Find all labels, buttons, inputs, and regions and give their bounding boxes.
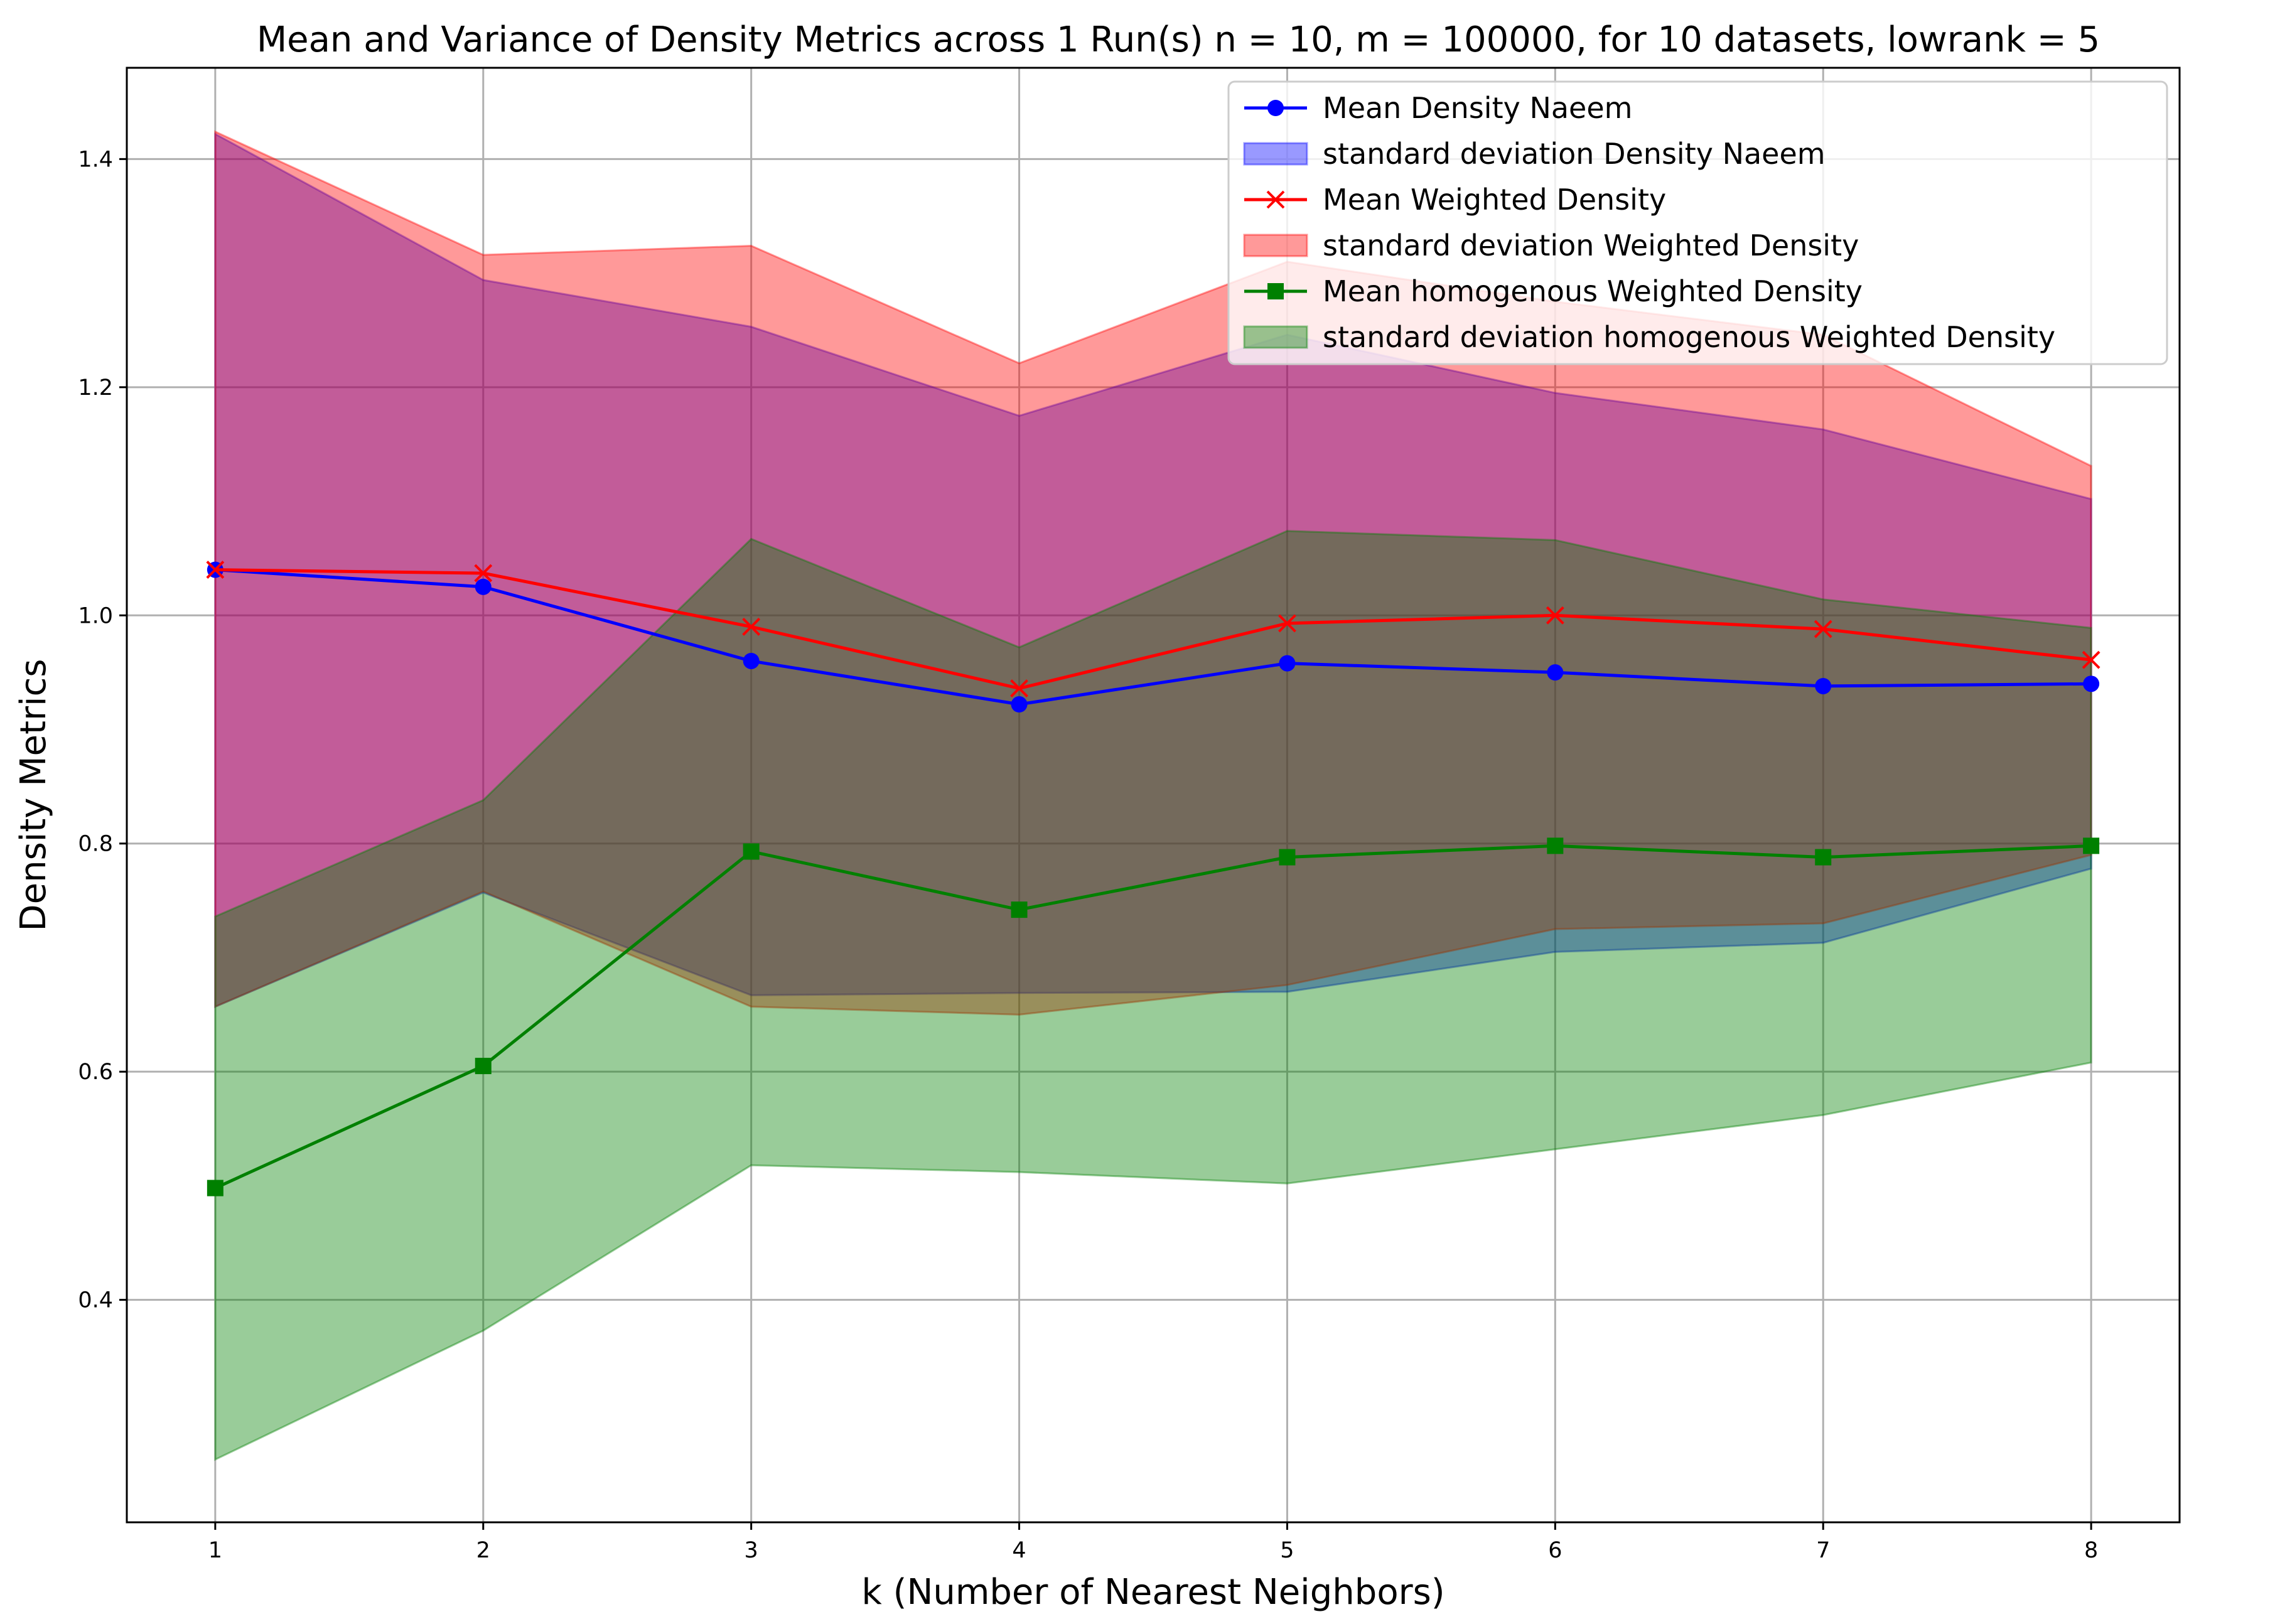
x-tick-label: 1	[208, 1538, 222, 1563]
mean-density-naeem-point	[1815, 677, 1832, 694]
mean-weighted-density-point	[206, 561, 225, 579]
legend-marker-mean-homogenous-weighted-density	[1267, 283, 1284, 299]
legend-label-standard-deviation-homogenous-weighted-density: standard deviation homogenous Weighted D…	[1323, 320, 2055, 354]
y-tick-label: 1.4	[78, 147, 113, 172]
y-tick-label: 0.6	[78, 1060, 113, 1085]
mean-weighted-density-point	[1010, 679, 1028, 698]
legend-box	[1227, 80, 2168, 365]
plot-frame	[126, 67, 2181, 1524]
chart-title: Mean and Variance of Density Metrics acr…	[257, 19, 2100, 60]
mean-density-naeem-point	[1279, 655, 1296, 672]
y-tick-label: 1.2	[78, 375, 113, 401]
x-tick-label: 3	[745, 1538, 758, 1563]
axis-ticks: 1 2 3 4 5 6 7 8 0.4 0.6 0.8 1.0 1.2 1.4	[78, 147, 2098, 1563]
legend-swatch-standard-deviation-weighted-density	[1243, 234, 1308, 257]
x-tick-label: 8	[2084, 1538, 2098, 1563]
mean-density-naeem-point	[2083, 675, 2100, 692]
legend-swatch-standard-deviation-density-naeem	[1243, 142, 1308, 166]
mean-weighted-density-point	[742, 618, 761, 636]
mean-density-naeem-line	[215, 568, 2092, 706]
mean-homogenous-weighted-density-point	[1279, 849, 1296, 866]
mean-weighted-density-point	[1546, 606, 1564, 625]
y-tick-label: 0.8	[78, 832, 113, 857]
x-tick-label: 7	[1816, 1538, 1830, 1563]
legend-label-mean-density-naeem: Mean Density Naeem	[1323, 91, 1632, 125]
standard-deviation-density-naeem-band	[214, 132, 2092, 1008]
y-tick-label: 0.4	[78, 1288, 113, 1313]
y-axis-label: Density Metrics	[13, 659, 54, 932]
legend-marker-mean-weighted-density	[1266, 190, 1285, 209]
mean-weighted-density-point	[2082, 650, 2100, 669]
legend-swatch-standard-deviation-homogenous-weighted-density	[1243, 325, 1308, 349]
legend-label-mean-weighted-density: Mean Weighted Density	[1323, 183, 1666, 217]
legend-label-standard-deviation-weighted-density: standard deviation Weighted Density	[1323, 229, 1859, 262]
legend-label-standard-deviation-density-naeem: standard deviation Density Naeem	[1323, 137, 1826, 171]
mean-homogenous-weighted-density-line	[214, 844, 2092, 1190]
mean-density-naeem-point	[743, 652, 760, 669]
x-tick-label: 4	[1012, 1538, 1026, 1563]
x-tick-label: 6	[1548, 1538, 1562, 1563]
mean-weighted-density-point	[1814, 620, 1832, 638]
mean-homogenous-weighted-density-point	[2083, 837, 2100, 854]
mean-homogenous-weighted-density-point	[1815, 849, 1832, 866]
mean-weighted-density-point	[1278, 614, 1296, 633]
legend-marker-mean-density-naeem	[1267, 100, 1284, 116]
mean-homogenous-weighted-density-point	[1011, 901, 1028, 918]
x-axis-label: k (Number of Nearest Neighbors)	[861, 1572, 1444, 1613]
standard-deviation-homogenous-weighted-density-band	[214, 530, 2092, 1461]
legend: Mean Density Naeem standard deviation Den…	[1227, 80, 2168, 365]
x-tick-label: 2	[476, 1538, 490, 1563]
mean-homogenous-weighted-density-point	[207, 1180, 223, 1196]
mean-weighted-density-point	[474, 564, 493, 583]
y-tick-label: 1.0	[78, 603, 113, 628]
legend-label-mean-homogenous-weighted-density: Mean homogenous Weighted Density	[1323, 274, 1863, 308]
mean-homogenous-weighted-density-point	[475, 1058, 492, 1075]
mean-density-naeem-point	[1011, 696, 1028, 713]
mean-homogenous-weighted-density-point	[1547, 837, 1564, 854]
mean-density-naeem-point	[475, 578, 492, 595]
mean-lines	[206, 561, 2100, 1196]
mean-homogenous-weighted-density-point	[743, 843, 760, 860]
mean-density-naeem-point	[1547, 664, 1564, 681]
x-tick-label: 5	[1280, 1538, 1294, 1563]
mean-weighted-density-line	[215, 568, 2092, 691]
